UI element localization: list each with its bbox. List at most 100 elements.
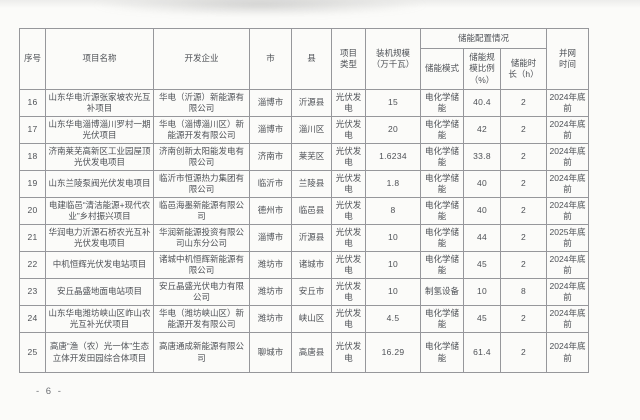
- cell-city: 潍坊市: [249, 251, 292, 279]
- cell-city: 淄博市: [249, 116, 292, 144]
- table-row: 24 山东华电潍坊峡山区岞山农光互补光伏项目 华电（潍坊峡山区）新能源开发有限公…: [19, 305, 589, 333]
- cell-developer: 临沂市恒源热力集团有限公司: [153, 170, 250, 198]
- cell-capacity: 15: [365, 89, 421, 117]
- scan-artifact: [90, 0, 430, 16]
- cell-index: 22: [19, 251, 46, 279]
- cell-project-name: 山东华电淄博淄川罗村一期光伏项目: [45, 116, 154, 144]
- cell-capacity: 10: [365, 224, 421, 252]
- header-county: 县: [291, 28, 332, 90]
- table-header: 序号 项目名称 开发企业 市 县 项目 类型 装机规模 （万千瓦） 储能配置情况…: [19, 28, 589, 90]
- cell-capacity: 16.29: [365, 332, 421, 373]
- cell-storage-mode: 电化学储能: [420, 251, 464, 279]
- cell-capacity: 1.8: [365, 170, 421, 198]
- cell-developer: 华电（潍坊峡山区）新能源开发有限公司: [153, 305, 250, 333]
- header-storage-duration: 储能时 长（h）: [500, 48, 547, 90]
- cell-county: 临邑县: [291, 197, 332, 225]
- cell-project-name: 电建临邑“清洁能源+现代农业”乡村振兴项目: [45, 197, 154, 225]
- cell-project-type: 光伏发电: [331, 224, 366, 252]
- cell-capacity: 8: [365, 197, 421, 225]
- cell-county: 沂源县: [291, 89, 332, 117]
- cell-index: 19: [19, 170, 46, 198]
- cell-developer: 济南创新太阳能发电有限公司: [153, 143, 250, 171]
- table-row: 22 中机恒辉光伏发电站项目 诸城中机恒辉新能源有限公司 潍坊市 诸城市 光伏发…: [19, 251, 589, 279]
- cell-project-type: 光伏发电: [331, 305, 366, 333]
- cell-developer: 临邑海墨新能源有限公司: [153, 197, 250, 225]
- cell-project-type: 光伏发电: [331, 332, 366, 373]
- cell-project-type: 光伏发电: [331, 89, 366, 117]
- cell-county: 淄川区: [291, 116, 332, 144]
- cell-storage-duration: 2: [500, 116, 547, 144]
- cell-storage-mode: 电化学储能: [420, 305, 464, 333]
- table-row: 17 山东华电淄博淄川罗村一期光伏项目 华电（淄博淄川区）新能源开发有限公司 淄…: [19, 116, 589, 144]
- cell-grid-time: 2024年底前: [546, 332, 589, 373]
- cell-storage-mode: 制氢设备: [420, 278, 464, 306]
- cell-storage-duration: 2: [500, 170, 547, 198]
- cell-capacity: 4.5: [365, 305, 421, 333]
- cell-project-type: 光伏发电: [331, 170, 366, 198]
- cell-index: 24: [19, 305, 46, 333]
- cell-project-type: 光伏发电: [331, 251, 366, 279]
- cell-storage-mode: 电化学储能: [420, 197, 464, 225]
- header-project-type: 项目 类型: [331, 28, 366, 90]
- cell-storage-duration: 2: [500, 197, 547, 225]
- table-body: 16 山东华电沂源张家坡农光互补项目 华电（沂源）新能源有限公司 淄博市 沂源县…: [19, 89, 589, 373]
- cell-developer: 高唐通成新能源有限公司: [153, 332, 250, 373]
- cell-county: 莱芜区: [291, 143, 332, 171]
- table-row: 20 电建临邑“清洁能源+现代农业”乡村振兴项目 临邑海墨新能源有限公司 德州市…: [19, 197, 589, 225]
- cell-city: 临沂市: [249, 170, 292, 198]
- cell-project-type: 光伏发电: [331, 278, 366, 306]
- cell-capacity: 1.6234: [365, 143, 421, 171]
- cell-index: 23: [19, 278, 46, 306]
- cell-storage-duration: 8: [500, 278, 547, 306]
- cell-county: 安丘市: [291, 278, 332, 306]
- cell-grid-time: 2025年底前: [546, 224, 589, 252]
- cell-storage-ratio: 44: [463, 224, 501, 252]
- cell-project-name: 山东兰陵泵阀光伏发电项目: [45, 170, 154, 198]
- cell-storage-mode: 电化学储能: [420, 143, 464, 171]
- cell-index: 18: [19, 143, 46, 171]
- cell-city: 德州市: [249, 197, 292, 225]
- cell-storage-ratio: 40: [463, 197, 501, 225]
- cell-storage-duration: 2: [500, 89, 547, 117]
- header-storage-group: 储能配置情况: [420, 28, 547, 49]
- header-storage-ratio: 储能规 模比例 （%）: [463, 48, 501, 90]
- cell-developer: 安丘晶盛光伏电力有限公司: [153, 278, 250, 306]
- cell-grid-time: 2024年底前: [546, 89, 589, 117]
- cell-storage-duration: 2: [500, 224, 547, 252]
- cell-index: 16: [19, 89, 46, 117]
- cell-county: 峡山区: [291, 305, 332, 333]
- cell-project-name: 中机恒辉光伏发电站项目: [45, 251, 154, 279]
- cell-city: 淄博市: [249, 224, 292, 252]
- cell-storage-ratio: 40: [463, 170, 501, 198]
- cell-project-name: 济南莱芜高新区工业园屋顶光伏发电项目: [45, 143, 154, 171]
- cell-developer: 华润新能源投资有限公司山东分公司: [153, 224, 250, 252]
- table-row: 21 华润电力沂源石桥农光互补光伏发电项目 华润新能源投资有限公司山东分公司 淄…: [19, 224, 589, 252]
- cell-capacity: 20: [365, 116, 421, 144]
- header-developer: 开发企业: [153, 28, 250, 90]
- cell-city: 济南市: [249, 143, 292, 171]
- cell-index: 17: [19, 116, 46, 144]
- cell-city: 潍坊市: [249, 305, 292, 333]
- header-storage-mode: 储能模式: [420, 48, 464, 90]
- cell-project-type: 光伏发电: [331, 116, 366, 144]
- cell-project-type: 光伏发电: [331, 197, 366, 225]
- cell-storage-mode: 电化学储能: [420, 332, 464, 373]
- cell-project-name: 山东华电潍坊峡山区岞山农光互补光伏项目: [45, 305, 154, 333]
- table-row: 18 济南莱芜高新区工业园屋顶光伏发电项目 济南创新太阳能发电有限公司 济南市 …: [19, 143, 589, 171]
- cell-storage-duration: 2: [500, 143, 547, 171]
- cell-storage-duration: 2: [500, 251, 547, 279]
- cell-developer: 华电（淄博淄川区）新能源开发有限公司: [153, 116, 250, 144]
- cell-city: 潍坊市: [249, 278, 292, 306]
- cell-storage-ratio: 45: [463, 305, 501, 333]
- table-row: 25 高唐“渔（农）光一体”生态立体开发田园综合体项目 高唐通成新能源有限公司 …: [19, 332, 589, 373]
- cell-grid-time: 2024年底前: [546, 143, 589, 171]
- cell-storage-duration: 2: [500, 332, 547, 373]
- cell-storage-duration: 2: [500, 305, 547, 333]
- cell-city: 聊城市: [249, 332, 292, 373]
- cell-grid-time: 2024年底前: [546, 116, 589, 144]
- cell-storage-mode: 电化学储能: [420, 170, 464, 198]
- cell-grid-time: 2024年底前: [546, 278, 589, 306]
- projects-table: 序号 项目名称 开发企业 市 县 项目 类型 装机规模 （万千瓦） 储能配置情况…: [19, 28, 589, 373]
- header-city: 市: [249, 28, 292, 90]
- cell-capacity: 10: [365, 251, 421, 279]
